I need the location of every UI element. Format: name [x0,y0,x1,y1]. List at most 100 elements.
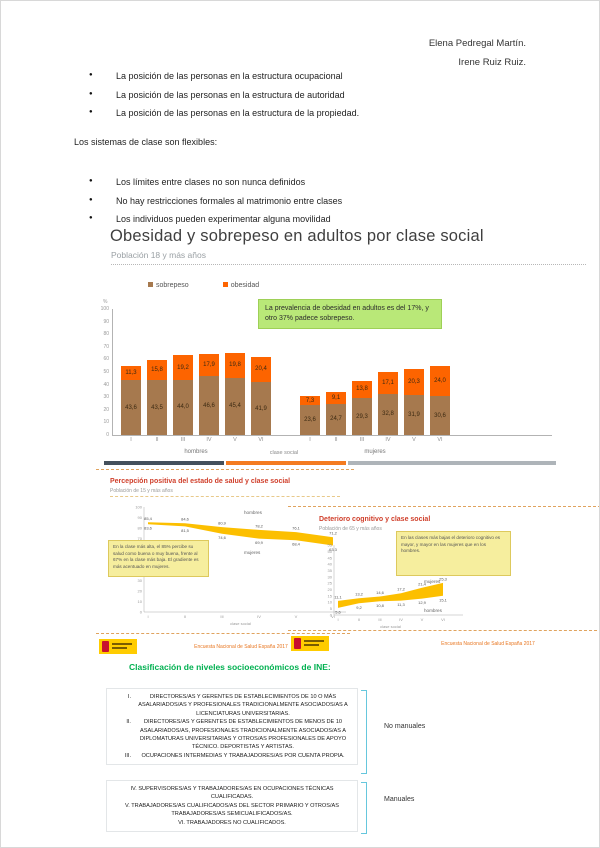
svg-text:hombres: hombres [244,510,263,515]
y-tick-label: 80 [103,331,109,338]
chart-subtitle: Población 18 y más años [111,250,206,260]
paragraph-sistemas-flexibles: Los sistemas de clase son flexibles: [74,137,218,147]
list-item: III. OCUPACIONES INTERMEDIAS Y TRABAJADO… [113,752,351,760]
bar-segment-sobrepeso: 43,6 [121,380,141,435]
footer-bar-dark [104,461,224,465]
ine-heading: Clasificación de niveles socioeconómicos… [129,662,331,672]
bar-segment-obesidad: 17,9 [199,353,219,377]
svg-text:35: 35 [328,568,333,573]
x-tick-label: II [155,437,159,443]
svg-text:IV: IV [257,614,261,619]
bar-segment-obesidad: 9,1 [326,392,346,404]
svg-text:78,2: 78,2 [255,523,264,528]
y-tick-label: 60 [103,356,109,363]
chart-subtitle: Población de 65 y más años [319,526,382,532]
bar-segment-sobrepeso: 32,8 [378,393,398,435]
legend-label: obesidad [230,282,260,289]
author-name: Elena Pedregal Martín. [428,38,526,49]
bracket [361,782,367,834]
x-tick-label: VI [258,437,264,443]
slide-footer: Encuesta Nacional de Salud España 2017 [288,630,597,655]
svg-text:I: I [147,614,148,619]
svg-text:0: 0 [330,612,333,617]
footer-bar-gray [348,461,556,465]
svg-text:63,3: 63,3 [329,547,338,552]
svg-text:5: 5 [330,606,333,611]
legend-swatch-sobrepeso [148,282,153,287]
x-axis-line [112,435,552,436]
svg-text:10: 10 [328,600,333,605]
logo-text-line [112,647,127,649]
bullet-item: La posición de las personas en la estruc… [89,108,359,118]
svg-text:85,4: 85,4 [144,516,153,521]
bar-segment-sobrepeso: 29,3 [352,398,372,435]
x-tick-label: IV [385,437,391,443]
author-name: Irene Ruiz Ruiz. [458,57,526,68]
group-label-no-manuales: No manuales [384,723,426,730]
list-item: I. DIRECTORES/AS Y GERENTES DE ESTABLECI… [113,693,351,718]
svg-text:25: 25 [328,581,333,586]
x-tick-label: III [359,437,365,443]
bar-segment-obesidad: 20,4 [251,356,271,383]
bar-segment-obesidad: 20,3 [404,369,424,395]
y-tick-label: 50 [103,369,109,375]
svg-text:V: V [421,617,424,622]
annotation-box-deterioro: En las clases más bajas el deterioro cog… [396,531,511,576]
bar-segment-obesidad: 19,8 [225,352,245,378]
svg-text:69,9: 69,9 [255,540,264,545]
svg-text:III: III [378,617,381,622]
svg-text:14,6: 14,6 [376,590,385,595]
bar-segment-sobrepeso: 31,9 [404,394,424,435]
bar-segment-obesidad: 7,3 [300,396,320,406]
x-tick-label: I [309,437,311,443]
bullet-list-flexibles: Los límites entre clases no son nunca de… [89,177,342,233]
svg-text:17,2: 17,2 [397,587,406,592]
group-label-manuales: Manuales [384,796,415,803]
svg-text:II: II [184,614,186,619]
svg-text:30: 30 [138,578,143,583]
svg-text:71,2: 71,2 [329,531,338,536]
gobierno-espana-logo [99,639,137,654]
svg-text:40: 40 [328,562,333,567]
svg-text:25,3: 25,3 [439,576,448,581]
svg-text:55: 55 [328,543,333,548]
bar-segment-obesidad: 11,3 [121,365,141,381]
divider [110,496,340,497]
svg-text:mujeres: mujeres [424,579,441,584]
chart-title: Obesidad y sobrepeso en adultos por clas… [110,227,484,245]
svg-text:76,1: 76,1 [292,526,301,531]
svg-text:mujeres: mujeres [244,550,261,555]
slide-obesidad: Obesidad y sobrepeso en adultos por clas… [96,227,590,471]
crest-icon [102,641,109,652]
y-tick-label: 10 [103,419,109,426]
list-item: II. DIRECTORES/AS Y GERENTES DE ESTABLEC… [113,718,351,752]
bar-segment-sobrepeso: 23,6 [300,405,320,435]
list-item: IV. SUPERVISORES/AS Y TRABAJADORES/AS EN… [130,786,334,801]
svg-text:13,2: 13,2 [355,592,364,597]
bar-segment-sobrepeso: 46,6 [199,376,219,435]
svg-text:hombres: hombres [424,608,443,613]
x-tick-label: I [130,437,132,443]
group-label-hombres: hombres [184,449,208,455]
stacked-bar: 20,3 31,9 V [404,369,424,443]
bar-segment-obesidad: 17,1 [378,372,398,394]
x-tick-label: III [180,437,186,443]
gobierno-espana-logo [291,636,329,651]
svg-text:100: 100 [135,504,142,509]
bullet-item: No hay restricciones formales al matrimo… [89,196,342,206]
annotation-box-obesidad: La prevalencia de obesidad en adultos es… [258,299,442,329]
svg-text:15: 15 [328,593,333,598]
svg-text:IV: IV [399,617,403,622]
stacked-bar: 17,9 46,6 IV [199,353,219,443]
slide-percepcion: Percepción positiva del estado de salud … [96,469,354,662]
stacked-bar: 24,0 30,6 VI [430,366,450,443]
bar-segment-obesidad: 15,8 [147,360,167,381]
y-tick-label: 100 [100,306,109,312]
svg-text:45: 45 [328,555,333,560]
line-chart-percepcion: 010203040506070809010085,483,6I84,681,5I… [132,502,347,635]
y-tick-label: 30 [103,394,109,401]
chart-subtitle: Población de 15 y más años [110,488,173,494]
bar-segment-obesidad: 19,2 [173,355,193,380]
svg-text:12,9: 12,9 [418,600,427,605]
svg-text:80,9: 80,9 [218,521,227,526]
